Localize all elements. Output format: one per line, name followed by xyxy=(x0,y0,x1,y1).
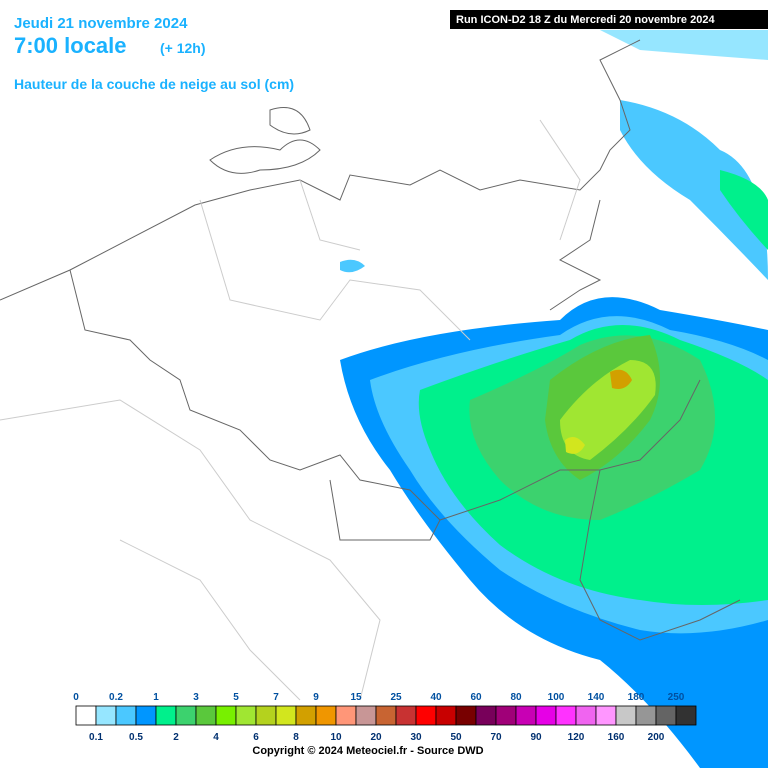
legend-label: 0 xyxy=(73,692,79,703)
legend-label: 140 xyxy=(588,692,605,703)
legend-swatch xyxy=(95,705,117,726)
legend-label: 2 xyxy=(173,732,179,743)
legend-swatch xyxy=(515,705,537,726)
legend-label: 0.2 xyxy=(109,692,123,703)
legend-label: 250 xyxy=(668,692,685,703)
inner-borders xyxy=(0,119,581,701)
copyright: Copyright © 2024 Meteociel.fr - Source D… xyxy=(252,745,483,757)
legend-label: 80 xyxy=(510,692,522,703)
legend-swatch xyxy=(635,705,657,726)
legend-swatch xyxy=(355,705,377,726)
legend-label: 70 xyxy=(490,732,502,743)
legend-swatch xyxy=(235,705,257,726)
legend-swatch xyxy=(175,705,197,726)
legend-label: 3 xyxy=(193,692,199,703)
legend-swatch xyxy=(595,705,617,726)
legend-label: 50 xyxy=(450,732,462,743)
legend-swatch xyxy=(495,705,517,726)
legend-swatch xyxy=(475,705,497,726)
legend-swatch xyxy=(555,705,577,726)
legend-label: 100 xyxy=(548,692,565,703)
legend-label: 8 xyxy=(293,732,299,743)
legend-label: 25 xyxy=(390,692,402,703)
legend-label: 6 xyxy=(253,732,259,743)
legend-swatch xyxy=(615,705,637,726)
legend-swatch xyxy=(335,705,357,726)
snow-field xyxy=(340,30,768,768)
legend-swatch xyxy=(535,705,557,726)
legend-label: 0.1 xyxy=(89,732,103,743)
field-name: Hauteur de la couche de neige au sol (cm… xyxy=(14,76,294,92)
legend-swatch xyxy=(215,705,237,726)
lead-time: (+ 12h) xyxy=(160,40,206,56)
legend-label: 180 xyxy=(628,692,645,703)
legend-swatch xyxy=(295,705,317,726)
legend-swatch xyxy=(375,705,397,726)
legend-swatch xyxy=(675,705,697,726)
legend-label: 0.5 xyxy=(129,732,143,743)
legend-label: 15 xyxy=(350,692,362,703)
legend-swatch xyxy=(455,705,477,726)
legend-swatch xyxy=(255,705,277,726)
legend-swatch xyxy=(195,705,217,726)
legend-swatch xyxy=(415,705,437,726)
legend-swatch xyxy=(75,705,97,726)
legend-label: 9 xyxy=(313,692,319,703)
legend-label: 10 xyxy=(330,732,342,743)
legend-label: 5 xyxy=(233,692,239,703)
legend-swatch xyxy=(155,705,177,726)
legend-swatch xyxy=(655,705,677,726)
legend-label: 1 xyxy=(153,692,159,703)
legend-label: 160 xyxy=(608,732,625,743)
legend-swatch xyxy=(395,705,417,726)
legend-label: 200 xyxy=(648,732,665,743)
legend-swatch xyxy=(135,705,157,726)
time: 7:00 locale xyxy=(14,33,127,58)
legend-label: 20 xyxy=(370,732,382,743)
run-info: Run ICON-D2 18 Z du Mercredi 20 novembre… xyxy=(456,14,715,26)
legend-swatch xyxy=(315,705,337,726)
legend-swatch xyxy=(575,705,597,726)
run-banner xyxy=(450,10,768,29)
date: Jeudi 21 novembre 2024 xyxy=(14,15,188,32)
legend-swatch xyxy=(435,705,457,726)
legend-swatch xyxy=(275,705,297,726)
legend-label: 7 xyxy=(273,692,279,703)
legend-label: 30 xyxy=(410,732,422,743)
legend: 0 0.1 0.2 0.5 1 2 3 4 5 6 7 8 9 10 15 20 25 30 40 50 60 70 80 9… xyxy=(73,692,697,743)
legend-label: 120 xyxy=(568,732,585,743)
legend-label: 90 xyxy=(530,732,542,743)
legend-label: 40 xyxy=(430,692,442,703)
borders xyxy=(0,39,741,641)
legend-label: 60 xyxy=(470,692,482,703)
legend-label: 4 xyxy=(213,732,219,743)
legend-swatch xyxy=(115,705,137,726)
